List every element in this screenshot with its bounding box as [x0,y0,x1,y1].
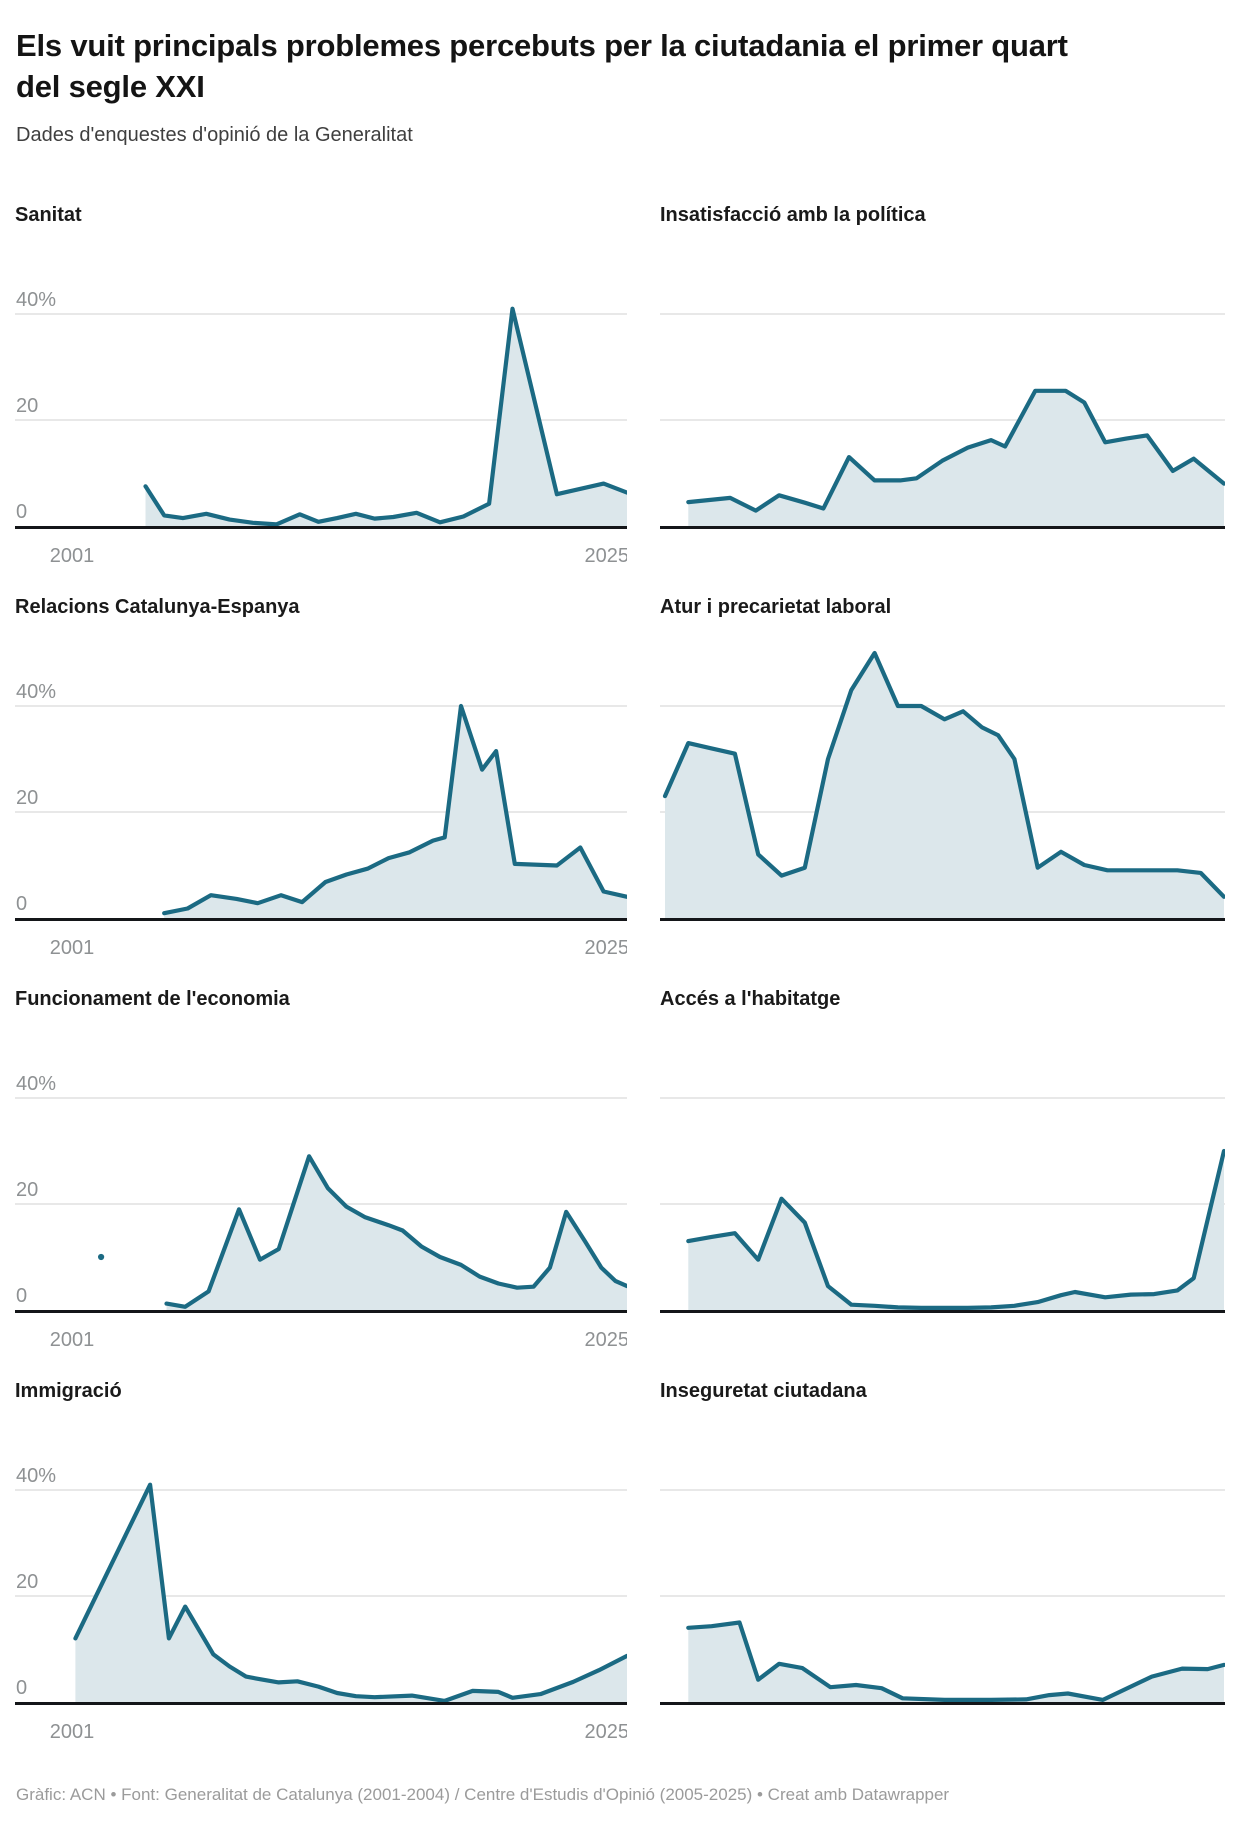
panel-funcionament-economia: Funcionament de l'economia 40% 20 0 2001 202… [15,986,627,1370]
panel-acces-habitatge: Accés a l'habitatge [660,986,1225,1370]
svg-text:2025: 2025 [585,1329,628,1351]
panel-inseguretat-ciutadana: Inseguretat ciutadana [660,1378,1225,1762]
svg-text:40%: 40% [16,1465,56,1487]
inseguretat-ciutadana-area-plot[interactable] [660,1410,1225,1762]
svg-text:20: 20 [16,787,38,809]
acces-habitatge-area-plot[interactable] [660,1018,1225,1370]
svg-text:2025: 2025 [585,937,628,959]
svg-text:0: 0 [16,893,27,915]
svg-text:40%: 40% [16,1073,56,1095]
svg-text:20: 20 [16,1179,38,1201]
panel-relacions-catalunya-espanya: Relacions Catalunya-Espanya 40% 20 0 2001 20… [15,594,627,978]
svg-text:40%: 40% [16,289,56,311]
sanitat-area-plot[interactable]: 40% 20 0 2001 2025 [15,234,627,586]
svg-text:2025: 2025 [585,545,628,567]
svg-text:2001: 2001 [50,545,95,567]
insatisfaccio-politica-area-plot[interactable] [660,234,1225,586]
chart-header: Els vuit principals problemes percebuts … [0,0,1240,148]
chart-footer: Gràfic: ACN • Font: Generalitat de Catal… [0,1784,1240,1806]
panel-atur-precarietat: Atur i precarietat laboral [660,594,1225,978]
page-subtitle: Dades d'enquestes d'opinió de la General… [16,123,413,146]
panel-sanitat: Sanitat 40% 20 0 2001 2025 [15,202,627,586]
small-multiples-grid: Sanitat 40% 20 0 2001 2025 Insatisfacció amb… [0,202,1240,1762]
svg-text:2001: 2001 [50,1721,95,1743]
panel-title: Sanitat [15,203,82,226]
svg-text:20: 20 [16,395,38,417]
panel-title: Funcionament de l'economia [15,987,290,1010]
svg-text:2025: 2025 [585,1721,628,1743]
atur-precarietat-area-plot[interactable] [660,626,1225,978]
panel-immigracio: Immigració 40% 20 0 2001 2025 [15,1378,627,1762]
panel-title: Immigració [15,1379,122,1402]
svg-text:40%: 40% [16,681,56,703]
svg-text:0: 0 [16,1677,27,1699]
page-title: Els vuit principals problemes percebuts … [16,28,1068,104]
panel-title: Atur i precarietat laboral [660,595,892,618]
svg-text:2001: 2001 [50,1329,95,1351]
panel-title: Insatisfacció amb la política [660,203,926,226]
svg-text:20: 20 [16,1571,38,1593]
immigracio-area-plot[interactable]: 40% 20 0 2001 2025 [15,1410,627,1762]
panel-title: Relacions Catalunya-Espanya [15,595,300,618]
credit-line: Gràfic: ACN • Font: Generalitat de Catal… [16,1784,950,1804]
svg-text:0: 0 [16,1285,27,1307]
relacions-catalunya-espanya-area-plot[interactable]: 40% 20 0 2001 2025 [15,626,627,978]
funcionament-economia-area-plot[interactable]: 40% 20 0 2001 2025 [15,1018,627,1370]
panel-insatisfaccio-politica: Insatisfacció amb la política [660,202,1225,586]
svg-text:2001: 2001 [50,937,95,959]
svg-text:0: 0 [16,501,27,523]
panel-title: Inseguretat ciutadana [660,1379,867,1402]
panel-title: Accés a l'habitatge [660,987,841,1010]
